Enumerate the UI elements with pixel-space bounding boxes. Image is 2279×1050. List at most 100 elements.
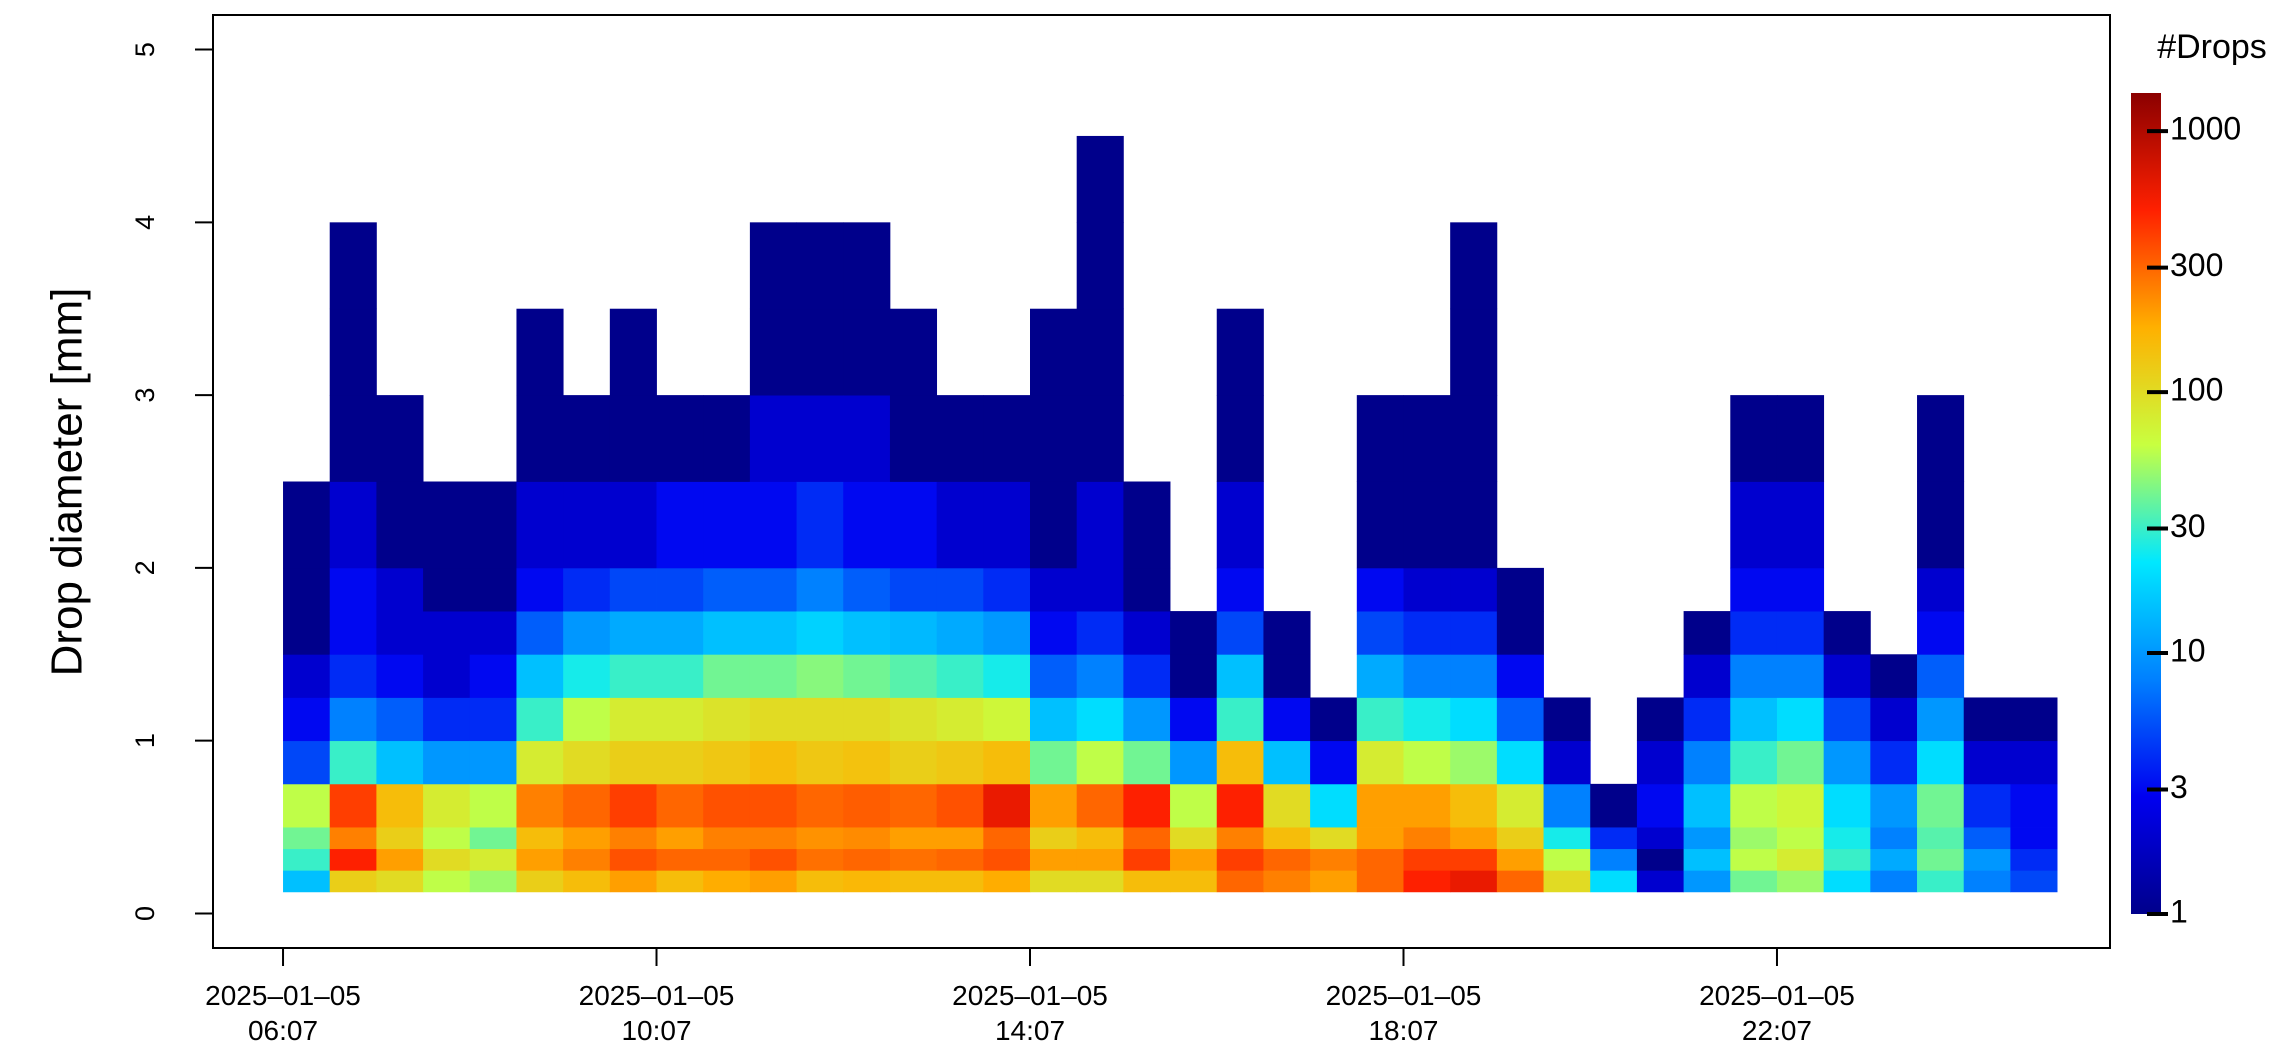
heat-cell <box>1030 740 1078 785</box>
heat-cell <box>1870 697 1918 742</box>
heat-cell <box>2010 783 2058 828</box>
heat-cell <box>656 611 704 655</box>
heat-cell <box>1963 827 2011 850</box>
heat-cell <box>423 697 471 742</box>
heat-cell <box>1123 783 1171 828</box>
heat-cell <box>1403 697 1451 742</box>
heat-cell <box>516 481 564 569</box>
heat-cell <box>889 740 938 785</box>
heat-cell <box>563 827 611 850</box>
heat-cell <box>376 481 424 569</box>
colorbar-tick-label: 1 <box>2170 893 2188 929</box>
heat-cell <box>936 395 984 482</box>
heat-cell <box>703 567 751 612</box>
heat-cell <box>1356 870 1404 893</box>
heat-cell <box>656 481 704 569</box>
heat-cell <box>796 654 844 698</box>
heat-cell <box>283 611 331 655</box>
heat-cell <box>469 848 517 871</box>
heat-cell <box>376 870 424 893</box>
heat-cell <box>376 611 424 655</box>
heat-cell <box>1356 740 1404 785</box>
heat-cell <box>329 222 377 310</box>
heat-cell <box>1310 848 1358 871</box>
heat-cell <box>889 654 938 698</box>
heat-cell <box>1450 740 1498 785</box>
heat-cell <box>749 308 797 396</box>
heat-cell <box>796 222 844 310</box>
heat-cell <box>1683 697 1731 742</box>
heat-cell <box>1776 740 1825 785</box>
heat-cell <box>1263 654 1311 698</box>
heat-cell <box>1030 481 1078 569</box>
heat-cell <box>1870 740 1918 785</box>
heat-cell <box>1450 783 1498 828</box>
heat-cell <box>516 308 564 396</box>
heat-cell <box>1263 870 1311 893</box>
heat-cell <box>2010 870 2058 893</box>
heat-cell <box>843 870 891 893</box>
heat-cell <box>516 783 564 828</box>
heat-cell <box>329 611 377 655</box>
heat-cell <box>1963 848 2011 871</box>
x-tick-label: 2025–01–05 10:07 <box>579 980 735 1046</box>
heat-cell <box>1216 697 1264 742</box>
heat-cell <box>1543 827 1591 850</box>
heat-cell <box>656 870 704 893</box>
heat-cell <box>796 697 844 742</box>
heat-cell <box>1123 870 1171 893</box>
heat-cell <box>656 827 704 850</box>
heat-cell <box>1403 848 1451 871</box>
heat-cell <box>516 654 564 698</box>
heat-cell <box>1123 697 1171 742</box>
heat-cell <box>1076 611 1124 655</box>
heat-cell <box>1263 611 1311 655</box>
heat-cell <box>609 481 657 569</box>
heat-cell <box>749 848 797 871</box>
heat-cell <box>1123 848 1171 871</box>
heat-cell <box>563 783 611 828</box>
heat-cell <box>889 567 938 612</box>
heat-cell <box>1450 654 1498 698</box>
heat-cell <box>843 308 891 396</box>
heat-cell <box>1823 827 1871 850</box>
heat-cell <box>1450 308 1498 396</box>
heat-cell <box>1076 135 1124 223</box>
heat-cell <box>1403 481 1451 569</box>
colorbar-tick-label: 30 <box>2170 508 2206 544</box>
heat-cell <box>1076 481 1124 569</box>
heat-cell <box>1450 870 1498 893</box>
heat-cell <box>1917 567 1965 612</box>
heat-cell <box>1403 870 1451 893</box>
heat-cell <box>1216 848 1264 871</box>
y-tick-label: 3 <box>130 388 160 403</box>
heat-cell <box>1403 611 1451 655</box>
heat-cell <box>843 611 891 655</box>
heat-cell <box>469 567 517 612</box>
heat-cell <box>1030 783 1078 828</box>
heat-cell <box>936 848 984 871</box>
heat-cell <box>1730 697 1778 742</box>
heat-cell <box>1590 827 1638 850</box>
heat-cell <box>1450 827 1498 850</box>
heat-cell <box>656 848 704 871</box>
heat-cell <box>1917 783 1965 828</box>
heat-cell <box>516 740 564 785</box>
heat-cell <box>1870 654 1918 698</box>
y-tick-label: 4 <box>130 215 160 230</box>
heat-cell <box>843 740 891 785</box>
heat-cell <box>1590 783 1638 828</box>
colorbar-tick-label: 10 <box>2170 632 2206 668</box>
heat-cell <box>563 740 611 785</box>
heat-cell <box>1823 783 1871 828</box>
heat-cell <box>1123 611 1171 655</box>
heat-cell <box>1730 783 1778 828</box>
heat-cell <box>1496 848 1544 871</box>
heat-cell <box>283 827 331 850</box>
heat-cell <box>1263 827 1311 850</box>
heat-cell <box>1450 697 1498 742</box>
heat-cell <box>1310 870 1358 893</box>
heat-cell <box>1076 783 1124 828</box>
heat-cell <box>843 567 891 612</box>
